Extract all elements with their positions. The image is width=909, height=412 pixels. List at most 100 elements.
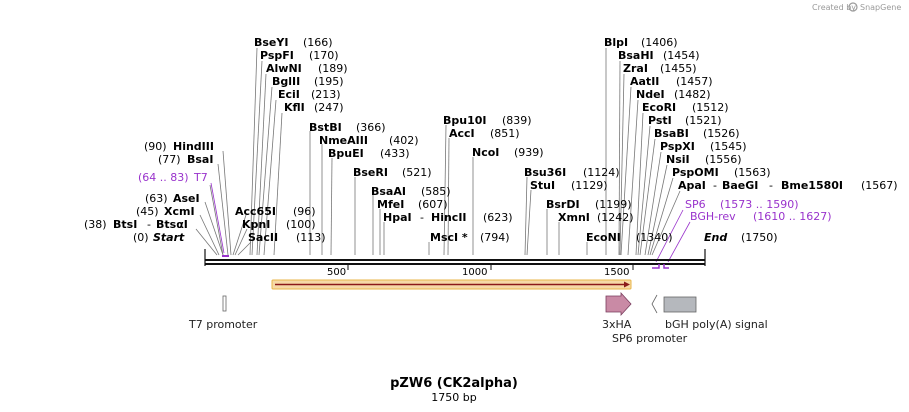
site-msci[interactable]: MscI * <box>430 231 468 244</box>
3xha-label: 3xHA <box>602 318 632 331</box>
site-acc65i[interactable]: Acc65I <box>235 205 276 218</box>
site-ndei[interactable]: NdeI <box>636 88 665 101</box>
orf-arrow-icon <box>624 281 630 288</box>
site-blpi[interactable]: BlpI <box>604 36 628 49</box>
site-bsaai[interactable]: BsaAI <box>371 185 406 198</box>
site-bpuei[interactable]: BpuEI <box>328 147 364 160</box>
site-alwni[interactable]: AlwNI <box>266 62 302 75</box>
primer-t7[interactable]: T7 <box>193 171 208 184</box>
site-sacii[interactable]: SacII <box>248 231 278 244</box>
site-kfli[interactable]: KflI <box>284 101 305 114</box>
site-bpuei-pos: (433) <box>380 147 410 160</box>
primer-bghrev-pos: (1610 .. 1627) <box>753 210 832 223</box>
primer-bghrev-mark <box>663 264 669 269</box>
site-psti[interactable]: PstI <box>648 114 672 127</box>
site-ecori[interactable]: EcoRI <box>642 101 676 114</box>
site-bseri[interactable]: BseRI <box>353 166 388 179</box>
site-pspomi-pos: (1563) <box>734 166 771 179</box>
site-hindiii-pos: (90) <box>144 140 167 153</box>
site-btsi-sep: - <box>147 218 151 231</box>
site-bsai[interactable]: BsaI <box>187 153 213 166</box>
site-bme1580i[interactable]: Bme1580I <box>781 179 843 192</box>
site-zrai[interactable]: ZraI <box>623 62 648 75</box>
start-pos: (0) <box>133 231 149 244</box>
site-hindiii[interactable]: HindIII <box>173 140 214 153</box>
site-kpni[interactable]: KpnI <box>242 218 270 231</box>
site-acc65i-pos: (96) <box>293 205 316 218</box>
site-nsii[interactable]: NsiI <box>666 153 690 166</box>
site-bglii[interactable]: BglII <box>272 75 300 88</box>
site-xcmi[interactable]: XcmI <box>164 205 195 218</box>
site-bstbi-pos: (366) <box>356 121 386 134</box>
site-bsai-pos: (77) <box>158 153 181 166</box>
end-pos: (1750) <box>741 231 778 244</box>
site-bsu36i[interactable]: Bsu36I <box>524 166 566 179</box>
site-btsalphai[interactable]: BtsαI <box>156 218 188 231</box>
sp6-promoter-label: SP6 promoter <box>612 332 688 345</box>
site-xmni-pos: (1242) <box>597 211 634 224</box>
site-bsaai-pos: (585) <box>421 185 451 198</box>
bgh-polya-label: bGH poly(A) signal <box>665 318 768 331</box>
site-bsabi-pos: (1526) <box>703 127 740 140</box>
site-bseri-pos: (521) <box>402 166 432 179</box>
plasmid-length: 1750 bp <box>431 391 476 404</box>
site-msci-pos: (794) <box>480 231 510 244</box>
site-ncoi[interactable]: NcoI <box>472 146 499 159</box>
primer-bghrev[interactable]: BGH-rev <box>690 210 736 223</box>
site-ndei-pos: (1482) <box>674 88 711 101</box>
site-ecii-pos: (213) <box>311 88 341 101</box>
site-asei[interactable]: AseI <box>173 192 200 205</box>
site-bsahi-pos: (1454) <box>663 49 700 62</box>
plasmid-title: pZW6 (CK2alpha) <box>390 376 518 391</box>
site-bstbi[interactable]: BstBI <box>309 121 342 134</box>
bgh-polya-feature[interactable] <box>663 296 697 313</box>
site-alwni-pos: (189) <box>318 62 348 75</box>
site-stui-pos: (1129) <box>571 179 608 192</box>
site-xmni[interactable]: XmnI <box>558 211 590 224</box>
t7-promoter-feature[interactable] <box>222 295 227 312</box>
site-baegi[interactable]: BaeGI <box>722 179 758 192</box>
site-hincii[interactable]: HincII <box>431 211 467 224</box>
site-btsi[interactable]: BtsI <box>113 218 137 231</box>
end-label: End <box>704 231 727 244</box>
credit-text: Created by <box>812 3 856 12</box>
site-kpni-pos: (100) <box>286 218 316 231</box>
site-econi[interactable]: EcoNI <box>586 231 621 244</box>
site-aatii[interactable]: AatII <box>630 75 659 88</box>
site-pspxi[interactable]: PspXI <box>660 140 695 153</box>
site-econi-pos: (1340) <box>636 231 673 244</box>
site-mfei-pos: (607) <box>418 198 448 211</box>
site-bsahi[interactable]: BsaHI <box>618 49 654 62</box>
site-stui[interactable]: StuI <box>530 179 555 192</box>
site-kfli-pos: (247) <box>314 101 344 114</box>
site-sacii-pos: (113) <box>296 231 326 244</box>
site-nmeaiii[interactable]: NmeAIII <box>319 134 368 147</box>
site-ecii[interactable]: EciI <box>278 88 300 101</box>
site-baegi-sep: - <box>769 179 773 192</box>
brand-text: SnapGene <box>860 3 901 12</box>
site-bsabi[interactable]: BsaBI <box>654 127 689 140</box>
site-hincii-pos: (623) <box>483 211 513 224</box>
primer-sp6[interactable]: SP6 <box>685 198 706 211</box>
site-bseyi[interactable]: BseYI <box>254 36 288 49</box>
site-psti-pos: (1521) <box>685 114 722 127</box>
site-bsrdi[interactable]: BsrDI <box>546 198 580 211</box>
site-bpu10i[interactable]: Bpu10I <box>443 114 487 127</box>
ruler-500: 500 <box>327 267 346 278</box>
site-ncoi-pos: (939) <box>514 146 544 159</box>
site-mfei[interactable]: MfeI <box>377 198 404 211</box>
site-acci[interactable]: AccI <box>449 127 475 140</box>
site-apai-sep: - <box>713 179 717 192</box>
site-hpai[interactable]: HpaI <box>383 211 412 224</box>
site-nsii-pos: (1556) <box>705 153 742 166</box>
site-pspfi[interactable]: PspFI <box>260 49 294 62</box>
sp6-promoter-feature[interactable] <box>651 294 658 314</box>
3xha-tag-feature[interactable] <box>605 291 632 317</box>
site-apai-pos: (1567) <box>861 179 898 192</box>
site-apai[interactable]: ApaI <box>678 179 706 192</box>
site-hpai-sep: - <box>420 211 424 224</box>
start-label: Start <box>153 231 185 244</box>
site-bseyi-pos: (166) <box>303 36 333 49</box>
site-pspomi[interactable]: PspOMI <box>672 166 719 179</box>
